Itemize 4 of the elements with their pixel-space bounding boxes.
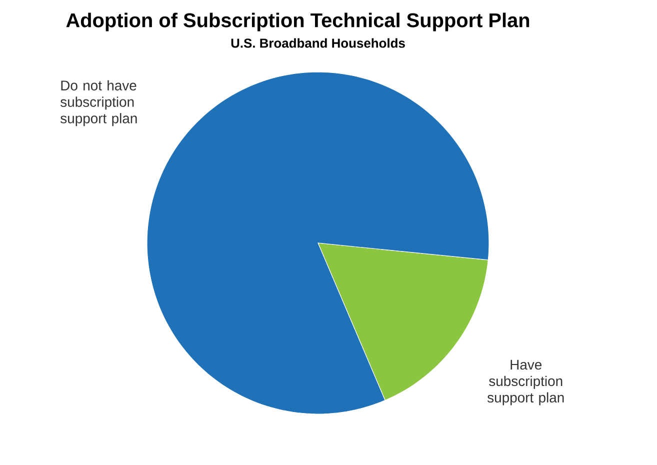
slice-label: Have subscription support plan	[487, 360, 564, 406]
chart-subtitle: U.S. Broadband Households	[231, 38, 405, 48]
chart-title: Adoption of Subscription Technical Support Plan	[66, 12, 530, 32]
slice-label: Do not have subscription support plan	[60, 80, 137, 126]
